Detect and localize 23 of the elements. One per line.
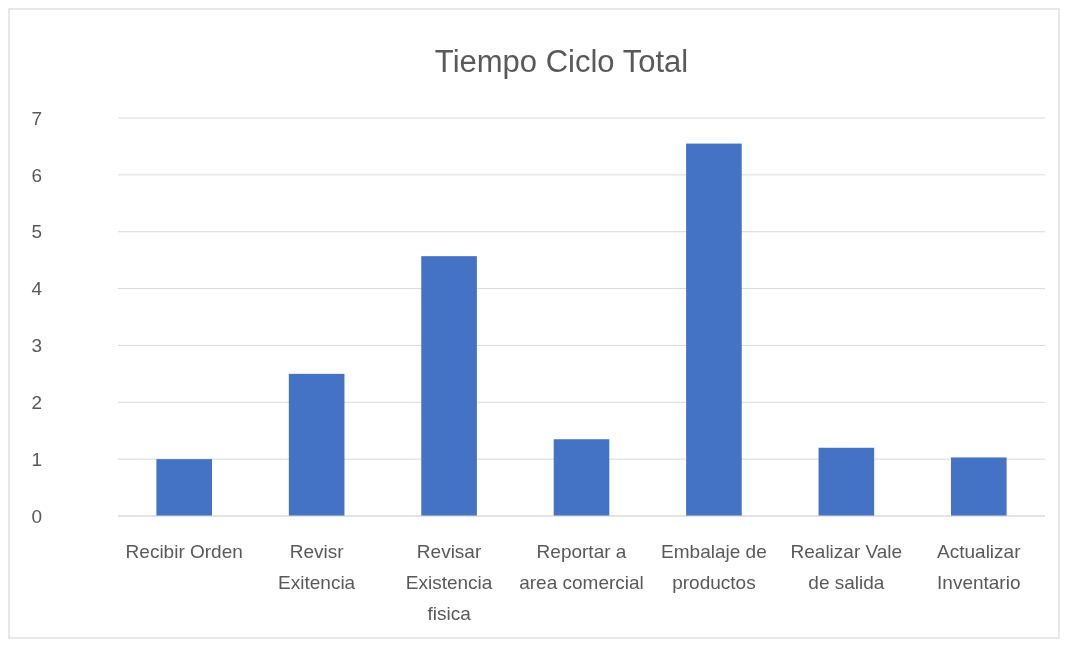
y-tick-label: 5 [31, 221, 42, 243]
x-tick-label: Embalaje de productos [661, 541, 767, 593]
y-tick-label: 1 [31, 448, 42, 470]
y-tick-label: 3 [31, 335, 42, 357]
x-tick-label: Revisar Existencia fisica [405, 541, 493, 624]
y-tick-label: 2 [31, 391, 42, 413]
bar [950, 457, 1007, 516]
bar [156, 459, 213, 516]
x-tick-label: Reportar a area comercial [519, 541, 644, 593]
y-tick-label: 7 [31, 107, 42, 129]
bar [553, 439, 610, 516]
x-tick-label: Recibir Orden [125, 541, 243, 562]
bar [421, 256, 477, 516]
y-tick-label: 6 [31, 164, 42, 186]
bar [686, 143, 742, 516]
y-tick-label: 4 [31, 278, 43, 300]
x-tick-label: Actualizar Inventario [937, 541, 1022, 593]
y-tick-label: 0 [31, 505, 42, 527]
bar [818, 447, 875, 516]
bar [288, 373, 345, 516]
chart-title: Tiempo Ciclo Total [434, 44, 689, 79]
x-tick-label: Revisr Exitencia [278, 541, 356, 593]
x-tick-label: Realizar Vale de salida [790, 541, 903, 593]
